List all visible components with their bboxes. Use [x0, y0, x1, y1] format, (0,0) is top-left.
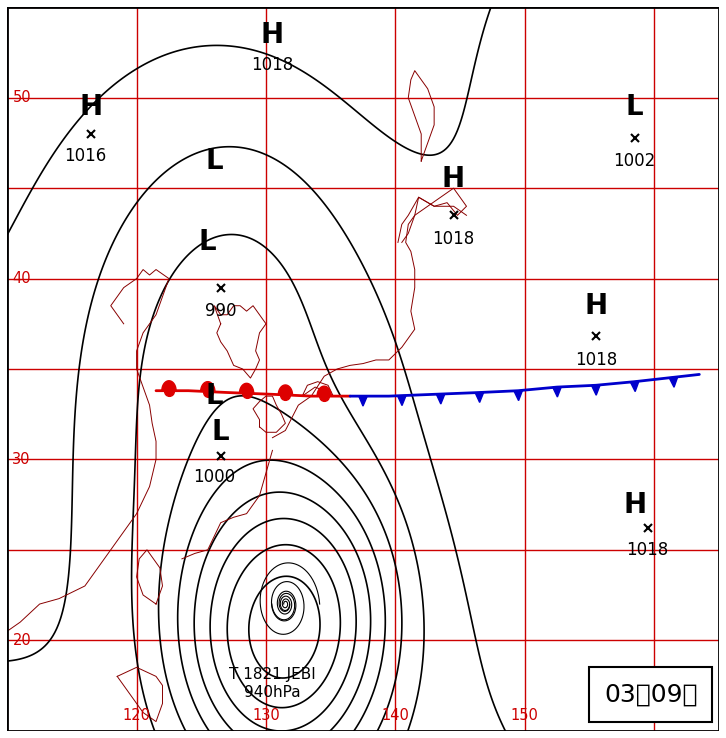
Polygon shape	[200, 382, 215, 392]
Text: 50: 50	[12, 90, 31, 106]
Text: 1018: 1018	[627, 541, 669, 559]
Polygon shape	[630, 382, 639, 392]
Polygon shape	[278, 385, 293, 396]
Text: 03日09時: 03日09時	[604, 683, 698, 706]
Text: 40: 40	[12, 271, 31, 286]
Polygon shape	[669, 377, 677, 387]
Polygon shape	[240, 383, 253, 393]
Text: L: L	[626, 93, 643, 121]
Polygon shape	[592, 385, 600, 396]
Polygon shape	[514, 390, 523, 401]
Text: 20: 20	[12, 632, 31, 648]
Text: H: H	[623, 491, 646, 519]
Text: L: L	[212, 418, 229, 446]
Text: 1016: 1016	[64, 147, 106, 165]
Text: T 1821 JEBI
940hPa: T 1821 JEBI 940hPa	[229, 667, 316, 700]
Text: 1000: 1000	[193, 469, 235, 486]
Text: 1002: 1002	[613, 152, 656, 170]
Text: H: H	[442, 165, 465, 193]
Polygon shape	[398, 396, 406, 406]
Text: H: H	[80, 93, 103, 121]
Polygon shape	[162, 381, 176, 390]
Polygon shape	[317, 386, 331, 396]
Text: 120: 120	[123, 708, 150, 723]
Text: 150: 150	[511, 708, 539, 723]
Text: 1018: 1018	[433, 230, 475, 248]
Text: 140: 140	[381, 708, 409, 723]
Text: L: L	[205, 147, 223, 175]
Polygon shape	[475, 393, 484, 402]
Text: 30: 30	[12, 452, 31, 467]
Text: 130: 130	[252, 708, 280, 723]
Polygon shape	[436, 394, 445, 404]
Text: H: H	[261, 21, 284, 49]
Bar	[590, 667, 712, 722]
Polygon shape	[359, 396, 367, 406]
Text: 1018: 1018	[575, 351, 617, 369]
Text: L: L	[205, 382, 223, 410]
Text: H: H	[584, 292, 608, 320]
Text: 990: 990	[205, 302, 237, 320]
Polygon shape	[552, 387, 561, 397]
Text: 1018: 1018	[251, 56, 293, 75]
Text: L: L	[199, 229, 216, 256]
